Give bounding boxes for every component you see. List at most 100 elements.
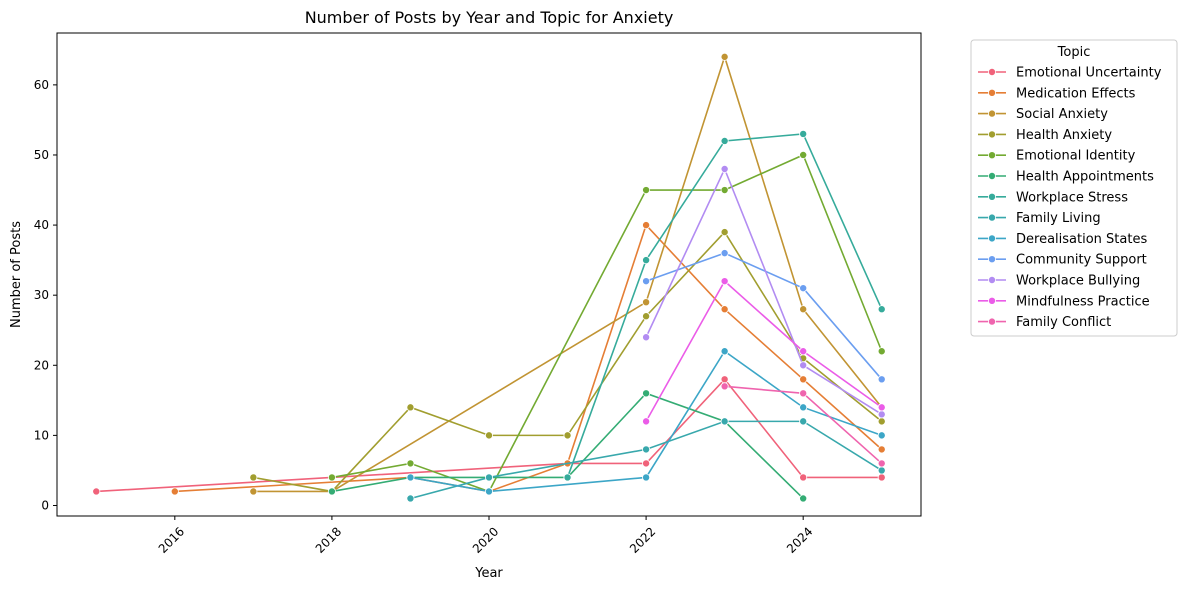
series-line [253,54,883,493]
series-line [96,378,882,493]
series-derealisation-states [406,347,886,496]
data-point [799,375,808,384]
legend-label: Workplace Bullying [1016,274,1140,289]
data-point [563,431,572,440]
legend-label: Derealisation States [1016,232,1147,247]
legend-label: Emotional Uncertainty [1016,66,1162,81]
legend-title: Topic [1057,45,1091,60]
series-line [410,350,882,493]
data-point [720,249,729,258]
data-point [327,473,336,482]
legend-item: Emotional Uncertainty [978,66,1162,81]
data-point [799,389,808,398]
data-point [877,410,886,419]
legend-swatch-marker [988,234,997,243]
series-line [410,420,883,500]
data-point [799,361,808,370]
legend-swatch-marker [988,171,997,180]
data-point [877,431,886,440]
data-point [642,256,651,265]
legend-swatch-marker [988,213,997,222]
series-workplace-bullying [642,164,886,419]
legend-label: Health Anxiety [1016,128,1112,143]
data-point [720,277,729,286]
series-line [645,279,883,422]
data-point [720,417,729,426]
data-point [799,129,808,138]
legend-swatch-marker [988,88,997,97]
series-family-conflict [720,382,886,468]
legend-item: Medication Effects [978,86,1136,101]
legend-label: Family Living [1016,211,1101,226]
legend-swatch-marker [988,68,997,77]
y-tick-label: 30 [34,288,49,302]
y-tick-label: 50 [34,148,49,162]
legend-item: Health Appointments [978,170,1154,185]
legend-label: Emotional Identity [1016,149,1136,164]
data-point [877,375,886,384]
legend-swatch-marker [988,317,997,326]
data-point [406,494,415,503]
y-tick-label: 0 [41,498,49,512]
series-workplace-stress [563,129,886,482]
data-point [92,487,101,496]
legend-item: Family Conflict [978,315,1111,330]
data-point [406,459,415,468]
y-tick-label: 10 [34,428,49,442]
legend-item: Derealisation States [978,232,1147,247]
series-mindfulness-practice [642,277,886,426]
legend-swatch-marker [988,275,997,284]
data-point [877,403,886,412]
data-point [170,487,179,496]
x-axis-title: Year [474,566,503,581]
data-point [642,186,651,195]
legend-swatch-marker [988,109,997,118]
legend-label: Mindfulness Practice [1016,294,1150,309]
series-emotional-identity [327,150,886,496]
data-point [327,487,336,496]
data-point [642,312,651,321]
legend-swatch-marker [988,296,997,305]
data-point [642,221,651,230]
x-tick-label: 2018 [313,524,344,555]
legend-swatch-marker [988,255,997,264]
legend-swatch-marker [988,130,997,139]
data-point [799,305,808,314]
data-point [720,136,729,145]
legend: Topic Emotional Uncertainty Medication Ef… [970,39,1178,337]
data-point [406,473,415,482]
data-point [877,305,886,314]
data-point [642,417,651,426]
legend-item: Social Anxiety [978,107,1108,122]
data-point [877,347,886,356]
data-point [642,473,651,482]
x-axis: 2016 2018 2020 2022 2024 [156,516,816,556]
data-point [799,150,808,159]
plot-area [56,32,922,517]
series-layer [92,52,886,503]
data-point [642,459,651,468]
data-point [877,473,886,482]
data-point [642,389,651,398]
legend-label: Social Anxiety [1016,107,1108,122]
data-point [799,494,808,503]
data-point [720,347,729,356]
y-axis: 0 10 20 30 40 50 60 [34,78,57,512]
y-tick-label: 60 [34,78,49,92]
data-point [484,473,493,482]
data-point [799,284,808,293]
legend-label: Community Support [1016,253,1147,268]
legend-label: Family Conflict [1016,315,1111,330]
data-point [799,417,808,426]
data-point [484,487,493,496]
legend-item: Family Living [978,211,1101,226]
data-point [642,277,651,286]
data-point [799,473,808,482]
data-point [249,487,258,496]
legend-label: Medication Effects [1016,86,1136,101]
x-tick-label: 2016 [156,524,187,555]
legend-swatch-marker [988,151,997,160]
y-tick-label: 40 [34,218,49,232]
data-point [484,431,493,440]
